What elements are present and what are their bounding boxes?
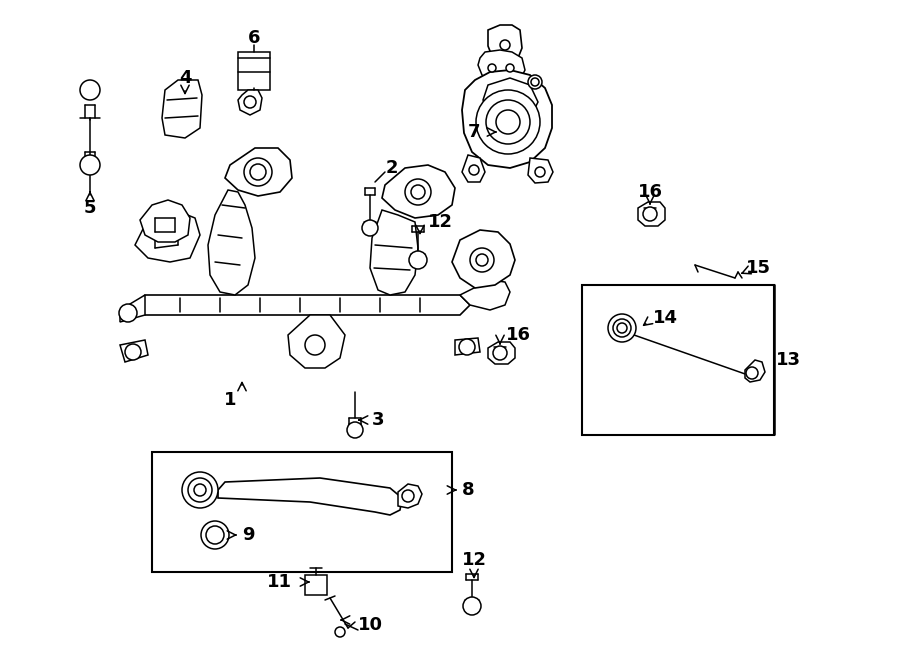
Circle shape [188, 478, 212, 502]
Text: 14: 14 [652, 309, 678, 327]
Circle shape [476, 254, 488, 266]
Polygon shape [488, 342, 515, 364]
Bar [305, 575, 327, 595]
Polygon shape [462, 155, 485, 182]
Polygon shape [238, 90, 262, 115]
Circle shape [250, 164, 266, 180]
Circle shape [746, 367, 758, 379]
Circle shape [613, 319, 631, 337]
Bar [238, 52, 270, 90]
Polygon shape [745, 360, 765, 382]
Circle shape [335, 627, 345, 637]
Polygon shape [162, 80, 202, 138]
Text: 11: 11 [267, 573, 292, 591]
Text: 1: 1 [224, 391, 236, 409]
Polygon shape [462, 70, 552, 168]
Circle shape [194, 484, 206, 496]
Text: 15: 15 [745, 259, 770, 277]
Polygon shape [135, 210, 200, 262]
Text: 5: 5 [84, 199, 96, 217]
Circle shape [486, 100, 530, 144]
Circle shape [535, 167, 545, 177]
Circle shape [531, 78, 539, 86]
Circle shape [347, 422, 363, 438]
Circle shape [476, 90, 540, 154]
Text: 12: 12 [428, 213, 453, 231]
Polygon shape [382, 165, 455, 218]
Polygon shape [135, 295, 470, 315]
Polygon shape [208, 190, 255, 295]
Circle shape [411, 185, 425, 199]
Text: 7: 7 [467, 123, 480, 141]
Circle shape [500, 40, 510, 50]
Polygon shape [638, 202, 665, 226]
Polygon shape [478, 50, 525, 85]
Text: 16: 16 [637, 183, 662, 201]
Polygon shape [488, 25, 522, 62]
Circle shape [405, 179, 431, 205]
Circle shape [459, 339, 475, 355]
Polygon shape [398, 484, 422, 508]
Polygon shape [225, 148, 292, 196]
Circle shape [201, 521, 229, 549]
Circle shape [506, 64, 514, 72]
Text: 12: 12 [462, 551, 487, 569]
Circle shape [80, 80, 100, 100]
Circle shape [470, 248, 494, 272]
Bar [582, 285, 774, 435]
Polygon shape [452, 230, 515, 288]
Polygon shape [460, 280, 510, 310]
Circle shape [617, 323, 627, 333]
Text: 13: 13 [776, 351, 800, 369]
Circle shape [206, 526, 224, 544]
Circle shape [119, 304, 137, 322]
Circle shape [244, 158, 272, 186]
Polygon shape [218, 478, 402, 515]
Circle shape [643, 207, 657, 221]
Circle shape [463, 597, 481, 615]
Polygon shape [288, 315, 345, 368]
Polygon shape [528, 158, 553, 183]
Text: 10: 10 [358, 616, 383, 634]
Text: 3: 3 [372, 411, 384, 429]
Polygon shape [140, 200, 190, 242]
Circle shape [244, 96, 256, 108]
Circle shape [496, 110, 520, 134]
Circle shape [80, 155, 100, 175]
Polygon shape [120, 340, 148, 362]
Text: 9: 9 [242, 526, 254, 544]
Circle shape [493, 346, 507, 360]
Circle shape [305, 335, 325, 355]
Polygon shape [455, 338, 480, 355]
Circle shape [409, 251, 427, 269]
Circle shape [182, 472, 218, 508]
Circle shape [362, 220, 378, 236]
Polygon shape [483, 78, 538, 122]
Circle shape [469, 165, 479, 175]
Polygon shape [370, 210, 418, 295]
Text: 2: 2 [386, 159, 398, 177]
Bar [152, 452, 452, 572]
Text: 8: 8 [462, 481, 474, 499]
Circle shape [402, 490, 414, 502]
Polygon shape [120, 295, 145, 322]
Circle shape [125, 344, 141, 360]
Circle shape [528, 75, 542, 89]
Text: 16: 16 [506, 326, 530, 344]
Text: 4: 4 [179, 69, 191, 87]
Circle shape [608, 314, 636, 342]
Text: 6: 6 [248, 29, 260, 47]
Circle shape [488, 64, 496, 72]
